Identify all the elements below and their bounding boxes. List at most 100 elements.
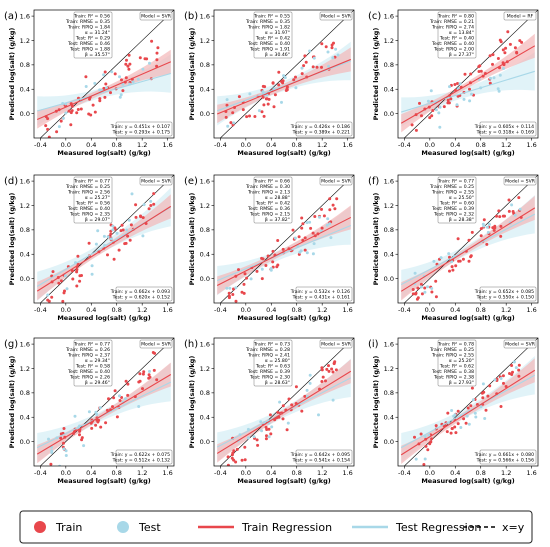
train-point xyxy=(120,223,124,227)
train-point xyxy=(450,427,454,430)
y-tick-label: 0.8 xyxy=(200,226,210,234)
train-point xyxy=(520,40,524,44)
train-point xyxy=(263,85,267,89)
test-point xyxy=(149,199,153,203)
test-point xyxy=(90,264,94,268)
train-point xyxy=(231,293,235,296)
train-point xyxy=(75,111,79,115)
train-point xyxy=(292,78,296,82)
equation-line: Train: y = 0.652x + 0.085 xyxy=(474,289,534,295)
train-point xyxy=(269,432,273,436)
y-tick-label: 0.4 xyxy=(200,414,210,422)
train-point xyxy=(322,214,326,218)
train-regression-line xyxy=(36,205,172,292)
train-point xyxy=(155,378,159,382)
test-point xyxy=(50,451,54,454)
stats-line: β = 37.82° xyxy=(265,217,290,223)
train-regression-line xyxy=(216,58,352,115)
test-point xyxy=(90,272,94,276)
y-axis-label: Predicted log(salt) (g/kg) xyxy=(372,193,380,286)
model-label: Model = SVR xyxy=(321,179,352,185)
stats-line: Train: RPIQ = 1.82 xyxy=(247,25,290,31)
train-point xyxy=(497,209,501,213)
train-point xyxy=(327,369,331,373)
train-point xyxy=(150,39,154,43)
train-point xyxy=(324,45,328,49)
equation-line: Train: y = 0.451x + 0.107 xyxy=(110,124,170,130)
x-tick-label: 0.8 xyxy=(292,141,302,149)
train-point xyxy=(227,296,231,300)
stats-line: Train: R² = 0.73 xyxy=(253,342,290,348)
test-point xyxy=(514,366,518,370)
stats-line: Test: RPIQ = 2.26 xyxy=(69,375,110,381)
x-tick-label: 0.4 xyxy=(86,141,96,149)
train-point xyxy=(155,58,159,62)
legend-test-label: Test xyxy=(138,521,161,534)
train-point xyxy=(120,396,124,399)
x-tick-label: 0.4 xyxy=(450,306,460,314)
model-label: Model = SVR xyxy=(505,179,536,185)
equation-line: Test: y = 0.512x + 0.132 xyxy=(112,458,170,464)
train-point xyxy=(423,286,427,290)
legend-train-reg-label: Train Regression xyxy=(241,521,332,534)
stats-line: Test: RMSE = 0.46 xyxy=(67,41,110,47)
test-regression-line xyxy=(216,60,352,112)
train-point xyxy=(281,247,285,251)
test-point xyxy=(459,426,463,429)
test-point xyxy=(148,369,151,373)
train-point xyxy=(488,384,492,388)
stats-line: Test: R² = 0.42 xyxy=(255,201,290,207)
train-point xyxy=(498,38,502,42)
x-tick-label: 1.2 xyxy=(317,306,327,314)
stats-line: Test: RMSE = 0.39 xyxy=(247,369,290,375)
train-point xyxy=(106,253,109,257)
stats-line: β = 28.38° xyxy=(449,217,474,223)
train-point xyxy=(285,428,289,432)
test-point xyxy=(471,398,475,402)
train-point xyxy=(469,404,473,408)
equation-line: Test: y = 0.431x + 0.161 xyxy=(292,295,350,301)
train-point xyxy=(479,69,483,73)
test-point xyxy=(94,410,98,414)
train-point xyxy=(321,375,325,379)
stats-line: Train: RPIQ = 2.41 xyxy=(247,353,290,359)
stats-line: α = 25.80° xyxy=(265,358,290,364)
train-point xyxy=(129,223,133,227)
train-point xyxy=(479,227,483,231)
test-point xyxy=(270,425,274,429)
test-point xyxy=(308,220,312,224)
train-point xyxy=(46,117,50,121)
stats-line: Train: RMSE = 0.25 xyxy=(429,347,474,353)
y-tick-label: 0.8 xyxy=(20,61,30,69)
stats-line: Test: R² = 0.63 xyxy=(255,364,290,370)
train-point xyxy=(469,72,473,76)
train-point xyxy=(123,242,127,246)
test-point xyxy=(479,405,483,409)
y-tick-label: 0.8 xyxy=(200,389,210,397)
train-point xyxy=(416,296,420,300)
panel-label: (c) xyxy=(368,11,381,22)
train-point xyxy=(450,265,454,269)
train-regression-line xyxy=(400,369,536,456)
test-point xyxy=(481,222,485,226)
test-point xyxy=(493,378,497,382)
train-point xyxy=(297,235,301,239)
train-point xyxy=(501,48,505,52)
equation-line: Train: y = 0.661x + 0.080 xyxy=(474,452,534,458)
train-point xyxy=(492,228,496,232)
train-point xyxy=(138,56,142,60)
panel-label: (i) xyxy=(368,339,379,350)
train-point xyxy=(55,130,59,134)
model-box xyxy=(139,176,173,186)
train-point xyxy=(98,97,102,101)
train-point xyxy=(235,447,239,451)
test-point xyxy=(414,457,418,461)
train-point xyxy=(90,426,94,430)
x-tick-label: 1.6 xyxy=(526,469,536,477)
test-point xyxy=(280,100,283,104)
train-point xyxy=(273,93,277,97)
train-point xyxy=(265,97,269,101)
y-axis-label: Predicted log(salt) (g/kg) xyxy=(188,28,196,121)
x-tick-label: 1.2 xyxy=(137,469,147,477)
stats-line: Test: RPIQ = 2.35 xyxy=(69,212,110,218)
